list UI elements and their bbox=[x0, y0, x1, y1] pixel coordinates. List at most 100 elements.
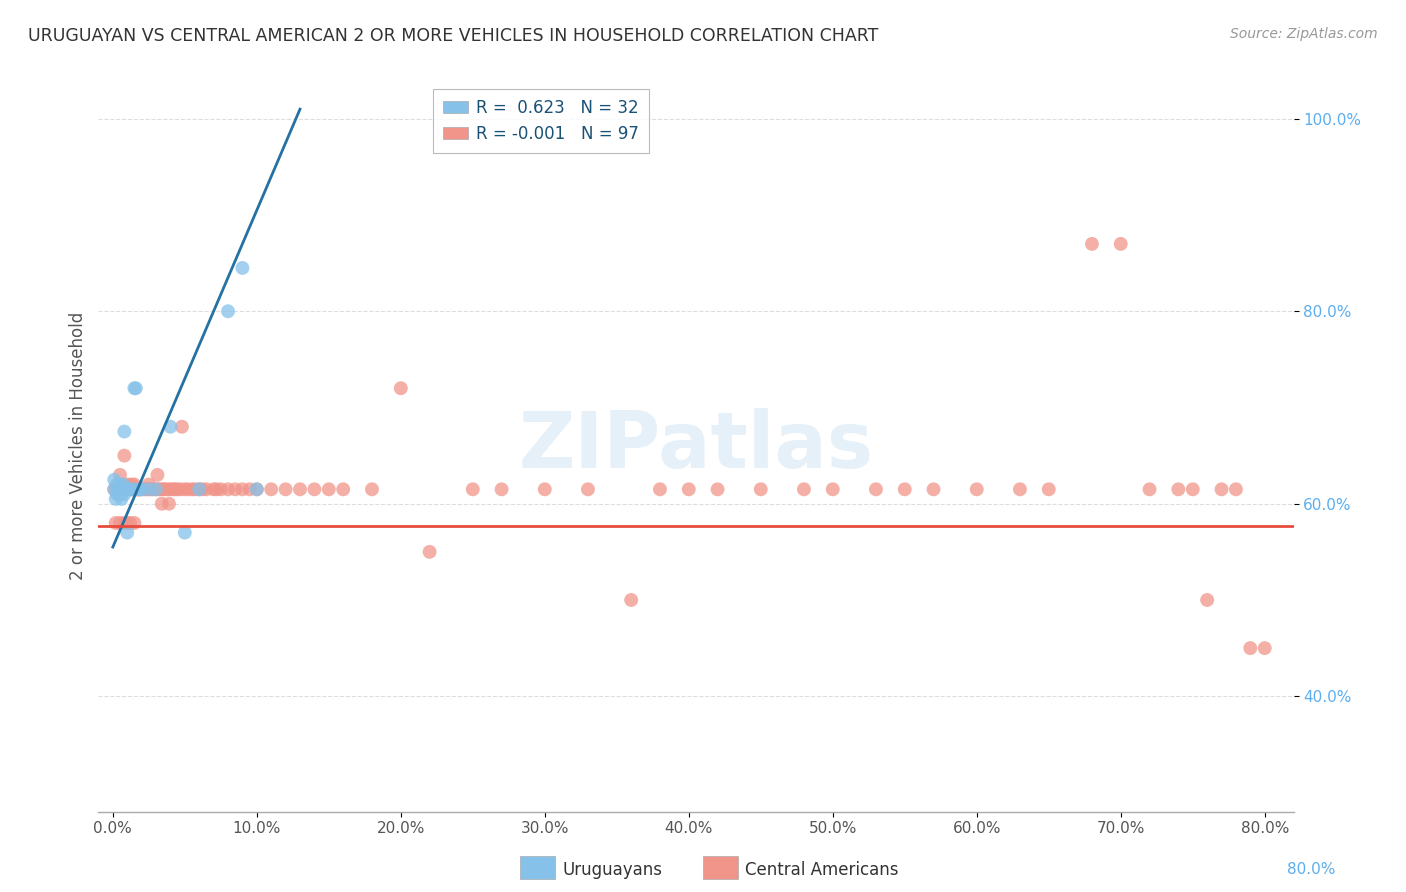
Point bbox=[127, 483, 149, 497]
Point bbox=[793, 483, 815, 497]
Point bbox=[184, 483, 207, 497]
Point bbox=[246, 483, 269, 497]
Point bbox=[138, 483, 160, 497]
Point bbox=[1167, 483, 1189, 497]
Point bbox=[188, 483, 211, 497]
Point bbox=[122, 483, 145, 497]
Point bbox=[149, 483, 172, 497]
Point bbox=[821, 483, 844, 497]
Point bbox=[107, 483, 129, 497]
Point bbox=[224, 483, 246, 497]
Point bbox=[115, 516, 138, 530]
Point bbox=[231, 260, 253, 275]
Point bbox=[1211, 483, 1233, 497]
Point bbox=[217, 483, 239, 497]
Point bbox=[107, 483, 129, 497]
Point bbox=[103, 483, 125, 497]
Point bbox=[110, 483, 132, 497]
Point bbox=[389, 381, 412, 395]
Point bbox=[1008, 483, 1031, 497]
Point bbox=[153, 483, 176, 497]
Point bbox=[103, 483, 125, 497]
Point bbox=[152, 483, 174, 497]
Point bbox=[678, 483, 700, 497]
Point bbox=[191, 483, 214, 497]
Point bbox=[121, 477, 143, 491]
Text: 80.0%: 80.0% bbox=[1288, 863, 1336, 877]
Point bbox=[217, 304, 239, 318]
Point bbox=[112, 516, 135, 530]
Point bbox=[173, 525, 195, 540]
Point bbox=[131, 483, 153, 497]
Point bbox=[157, 497, 180, 511]
Point bbox=[128, 483, 150, 497]
Point bbox=[108, 477, 131, 491]
Point bbox=[260, 483, 283, 497]
Point bbox=[115, 477, 138, 491]
Point bbox=[159, 483, 181, 497]
Point bbox=[181, 483, 204, 497]
Y-axis label: 2 or more Vehicles in Household: 2 or more Vehicles in Household bbox=[69, 312, 87, 580]
Point bbox=[1225, 483, 1247, 497]
Point bbox=[239, 483, 262, 497]
Point bbox=[246, 483, 269, 497]
Point bbox=[118, 483, 141, 497]
Point bbox=[110, 491, 132, 506]
Point bbox=[112, 449, 135, 463]
Point bbox=[1197, 593, 1219, 607]
Point bbox=[1038, 483, 1060, 497]
Point bbox=[120, 516, 142, 530]
Point bbox=[134, 483, 156, 497]
Point bbox=[145, 483, 167, 497]
Point bbox=[118, 483, 141, 497]
Point bbox=[131, 483, 153, 497]
Point bbox=[146, 467, 169, 482]
Point bbox=[202, 483, 225, 497]
Point bbox=[288, 483, 311, 497]
Point bbox=[112, 425, 135, 439]
Point bbox=[124, 477, 146, 491]
Point bbox=[103, 473, 125, 487]
Point bbox=[461, 483, 484, 497]
Point bbox=[205, 483, 228, 497]
Text: Source: ZipAtlas.com: Source: ZipAtlas.com bbox=[1230, 27, 1378, 41]
Point bbox=[114, 483, 136, 497]
Point bbox=[1081, 236, 1104, 251]
Point bbox=[162, 483, 184, 497]
Text: ZIPatlas: ZIPatlas bbox=[519, 408, 873, 484]
Point bbox=[176, 483, 198, 497]
Point bbox=[105, 487, 128, 501]
Point bbox=[332, 483, 354, 497]
Point bbox=[209, 483, 232, 497]
Point bbox=[128, 483, 150, 497]
Point bbox=[120, 483, 142, 497]
Point bbox=[419, 545, 441, 559]
Point bbox=[1254, 641, 1277, 656]
Point bbox=[128, 483, 150, 497]
Point bbox=[576, 483, 599, 497]
Point bbox=[111, 483, 134, 497]
Point bbox=[141, 483, 163, 497]
Point bbox=[110, 483, 132, 497]
Point bbox=[124, 516, 146, 530]
Point bbox=[491, 483, 513, 497]
Point bbox=[893, 483, 915, 497]
Point bbox=[173, 483, 195, 497]
Point bbox=[105, 483, 128, 497]
Point bbox=[361, 483, 384, 497]
Text: Uruguayans: Uruguayans bbox=[562, 861, 662, 879]
Point bbox=[112, 487, 135, 501]
Point bbox=[108, 516, 131, 530]
Point bbox=[749, 483, 772, 497]
Point bbox=[135, 483, 157, 497]
Point bbox=[129, 483, 152, 497]
Point bbox=[125, 483, 148, 497]
Point bbox=[1181, 483, 1204, 497]
Point bbox=[163, 483, 186, 497]
Point bbox=[150, 497, 173, 511]
Point bbox=[169, 483, 191, 497]
Point bbox=[156, 483, 179, 497]
Point bbox=[188, 483, 211, 497]
Point bbox=[125, 381, 148, 395]
Point bbox=[148, 483, 170, 497]
